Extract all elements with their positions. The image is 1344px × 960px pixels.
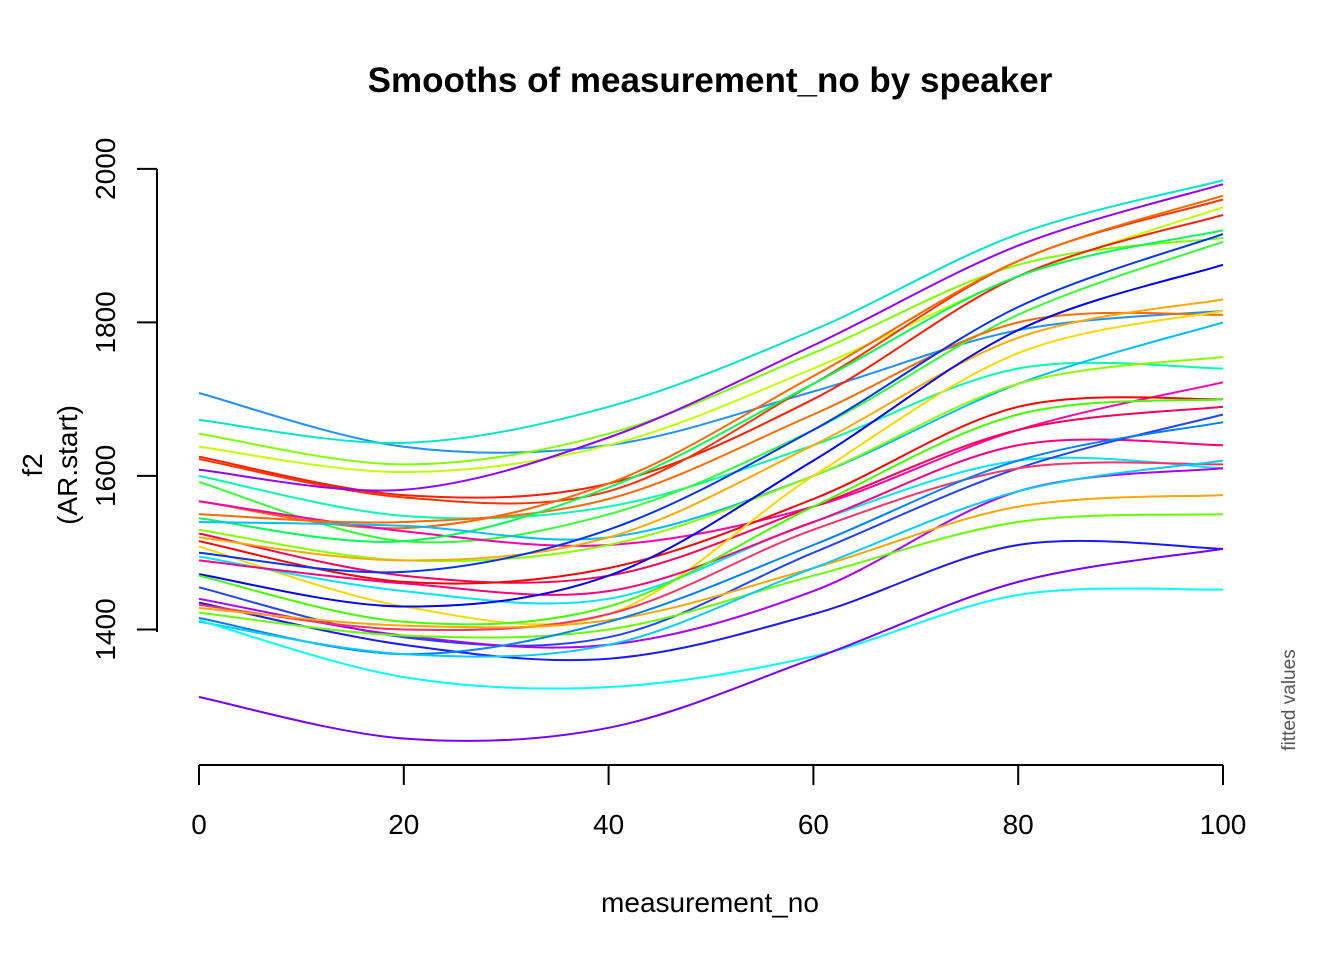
y-tick-label: 2000: [90, 138, 121, 200]
series-line-9: [198, 240, 1224, 544]
series-line-30: [198, 513, 1224, 639]
y-tick-label: 1800: [90, 291, 121, 353]
x-tick-label: 20: [388, 809, 419, 840]
series-line-14: [198, 321, 1224, 541]
series-line-3: [198, 236, 1224, 466]
x-axis-ticks: 0 20 40 60 80 100: [191, 765, 1246, 840]
series-line-13: [198, 229, 1224, 543]
series-line-27: [198, 539, 1224, 662]
series-line-33: [198, 587, 1224, 690]
series-line-1: [198, 309, 1224, 454]
series-line-19: [198, 309, 1224, 626]
chart-title: Smooths of measurement_no by speaker: [368, 61, 1053, 100]
series-line-17: [198, 298, 1224, 562]
x-tick-label: 0: [191, 809, 207, 840]
series-line-34: [198, 547, 1224, 742]
y-tick-label: 1600: [90, 445, 121, 507]
y-tick-label: 1400: [90, 598, 121, 660]
series-line-7: [198, 183, 1224, 492]
y-axis-label-line1: f2: [17, 453, 48, 476]
y-axis-ticks: 1400 1600 1800 2000: [90, 138, 157, 661]
series-line-5: [198, 213, 1224, 499]
series-group: [198, 179, 1224, 742]
series-line-23: [198, 263, 1224, 608]
series-line-12: [198, 311, 1224, 524]
series-line-4: [198, 206, 1224, 474]
series-line-28: [198, 461, 1224, 632]
series-line-32: [198, 459, 1224, 658]
series-line-8: [198, 361, 1224, 520]
series-line-11: [198, 381, 1224, 547]
series-line-24: [198, 398, 1224, 626]
series-line-29: [198, 494, 1224, 629]
series-line-18: [198, 396, 1224, 585]
x-tick-label: 80: [1003, 809, 1034, 840]
fitted-values-note: fitted values: [1279, 649, 1300, 750]
series-line-21: [198, 456, 1224, 605]
x-axis-label: measurement_no: [601, 887, 819, 918]
x-tick-label: 100: [1200, 809, 1247, 840]
series-line-2: [198, 179, 1224, 445]
x-tick-label: 60: [798, 809, 829, 840]
y-axis-label-line2: (AR.start): [52, 405, 83, 525]
series-line-20: [198, 233, 1224, 574]
x-tick-label: 40: [593, 809, 624, 840]
